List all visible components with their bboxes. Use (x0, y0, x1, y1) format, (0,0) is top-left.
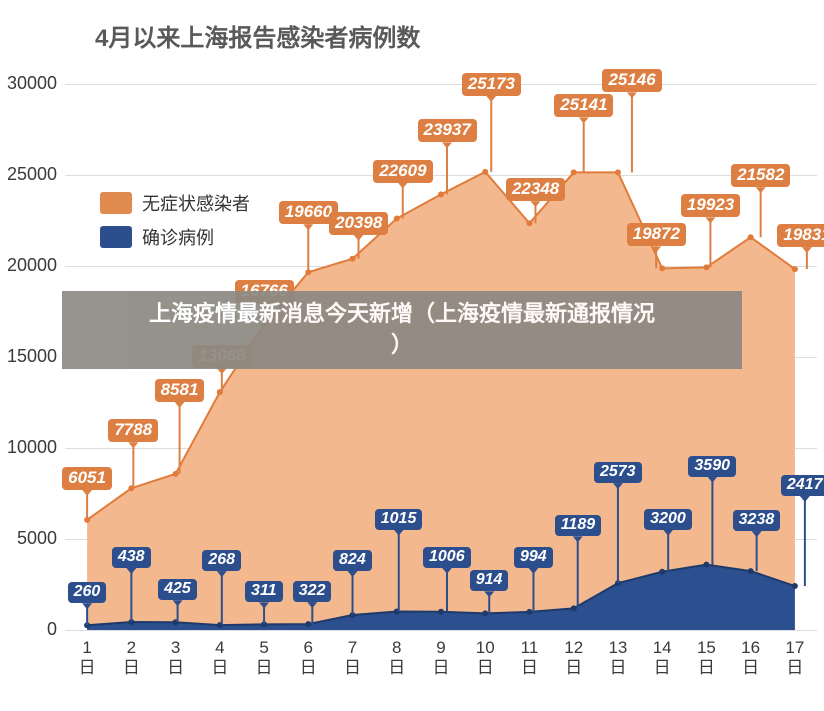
callout-asymptomatic: 22609 (373, 160, 432, 183)
callout-confirmed: 3200 (644, 509, 692, 530)
x-tick-label: 3日 (156, 638, 196, 679)
callout-confirmed: 3590 (688, 456, 736, 477)
marker-asymptomatic (394, 216, 400, 222)
marker-asymptomatic (571, 169, 577, 175)
callout-notch-asymptomatic (442, 142, 452, 148)
callout-notch-asymptomatic (705, 217, 715, 223)
callout-confirmed: 1189 (555, 515, 601, 536)
callout-asymptomatic: 19923 (681, 194, 740, 217)
callout-notch-asymptomatic (217, 368, 227, 374)
callout-asymptomatic: 23937 (418, 119, 477, 142)
x-tick-label: 5日 (244, 638, 284, 679)
callout-confirmed: 311 (245, 581, 283, 602)
x-tick-label: 1日 (67, 638, 107, 679)
callout-notch-asymptomatic (303, 224, 313, 230)
legend-label: 确诊病例 (142, 224, 214, 250)
marker-confirmed (571, 605, 577, 611)
callout-confirmed: 268 (202, 550, 241, 571)
callout-notch-asymptomatic (175, 402, 185, 408)
marker-confirmed (438, 609, 444, 615)
marker-asymptomatic (173, 471, 179, 477)
marker-asymptomatic (703, 264, 709, 270)
callout-notch-asymptomatic (128, 442, 138, 448)
callout-asymptomatic: 22348 (506, 178, 565, 201)
overlay-banner: 上海疫情最新消息今天新增（上海疫情最新通报情况） (62, 291, 742, 369)
marker-asymptomatic (350, 256, 356, 262)
callout-confirmed: 2573 (594, 462, 642, 483)
x-tick-label: 12日 (554, 638, 594, 679)
x-tick-label: 13日 (598, 638, 638, 679)
x-tick-label: 8日 (377, 638, 417, 679)
callout-notch-asymptomatic (579, 117, 589, 123)
legend-swatch (100, 192, 132, 214)
callout-notch-asymptomatic (398, 183, 408, 189)
marker-asymptomatic (438, 191, 444, 197)
callout-notch-asymptomatic (82, 490, 92, 496)
callout-notch-asymptomatic (802, 247, 812, 253)
marker-asymptomatic (748, 234, 754, 240)
callout-notch-asymptomatic (354, 235, 364, 241)
x-tick-label: 17日 (775, 638, 815, 679)
marker-confirmed (305, 621, 311, 627)
callout-asymptomatic: 25146 (602, 69, 661, 92)
overlay-text: 上海疫情最新消息今天新增（上海疫情最新通报情况） (74, 299, 730, 361)
callout-notch-asymptomatic (756, 187, 766, 193)
legend: 无症状感染者确诊病例 (100, 190, 250, 258)
x-tick-label: 11日 (509, 638, 549, 679)
x-tick-label: 6日 (288, 638, 328, 679)
x-tick-label: 14日 (642, 638, 682, 679)
marker-asymptomatic (526, 220, 532, 226)
callout-asymptomatic: 20398 (329, 212, 388, 235)
callout-confirmed: 322 (293, 581, 332, 602)
x-tick-label: 10日 (465, 638, 505, 679)
x-tick-label: 9日 (421, 638, 461, 679)
callout-asymptomatic: 7788 (108, 419, 158, 442)
callout-asymptomatic: 25173 (462, 73, 521, 96)
marker-asymptomatic (659, 265, 665, 271)
marker-asymptomatic (615, 169, 621, 175)
x-tick-label: 4日 (200, 638, 240, 679)
callout-notch-asymptomatic (530, 201, 540, 207)
callout-confirmed: 438 (112, 547, 151, 568)
callout-asymptomatic: 6051 (62, 467, 112, 490)
marker-confirmed (792, 583, 798, 589)
callout-confirmed: 824 (333, 550, 372, 571)
callout-asymptomatic: 8581 (155, 379, 205, 402)
callout-asymptomatic: 19831 (777, 224, 824, 247)
marker-confirmed (703, 562, 709, 568)
callout-asymptomatic: 25141 (554, 94, 613, 117)
marker-asymptomatic (482, 169, 488, 175)
x-tick-label: 7日 (333, 638, 373, 679)
callout-confirmed: 3238 (733, 510, 781, 531)
legend-swatch (100, 226, 132, 248)
marker-confirmed (659, 569, 665, 575)
callout-confirmed: 1015 (375, 509, 423, 530)
callout-confirmed: 2417 (781, 475, 824, 496)
legend-label: 无症状感染者 (142, 190, 250, 216)
marker-confirmed (526, 609, 532, 615)
callout-notch-asymptomatic (627, 92, 637, 98)
callout-notch-confirmed (800, 496, 810, 502)
legend-item-asymptomatic: 无症状感染者 (100, 190, 250, 216)
x-tick-label: 15日 (686, 638, 726, 679)
x-tick-label: 16日 (731, 638, 771, 679)
callout-confirmed: 425 (158, 579, 197, 600)
marker-confirmed (482, 610, 488, 616)
callout-confirmed: 1006 (423, 547, 471, 568)
marker-confirmed (748, 568, 754, 574)
legend-item-confirmed: 确诊病例 (100, 224, 250, 250)
callout-asymptomatic: 21582 (731, 164, 790, 187)
marker-asymptomatic (792, 266, 798, 272)
callout-confirmed: 914 (470, 570, 509, 591)
callout-notch-asymptomatic (486, 96, 496, 102)
x-tick-label: 2日 (111, 638, 151, 679)
callout-asymptomatic: 19872 (627, 223, 686, 246)
callout-confirmed: 994 (514, 547, 553, 568)
callout-confirmed: 260 (68, 582, 107, 603)
